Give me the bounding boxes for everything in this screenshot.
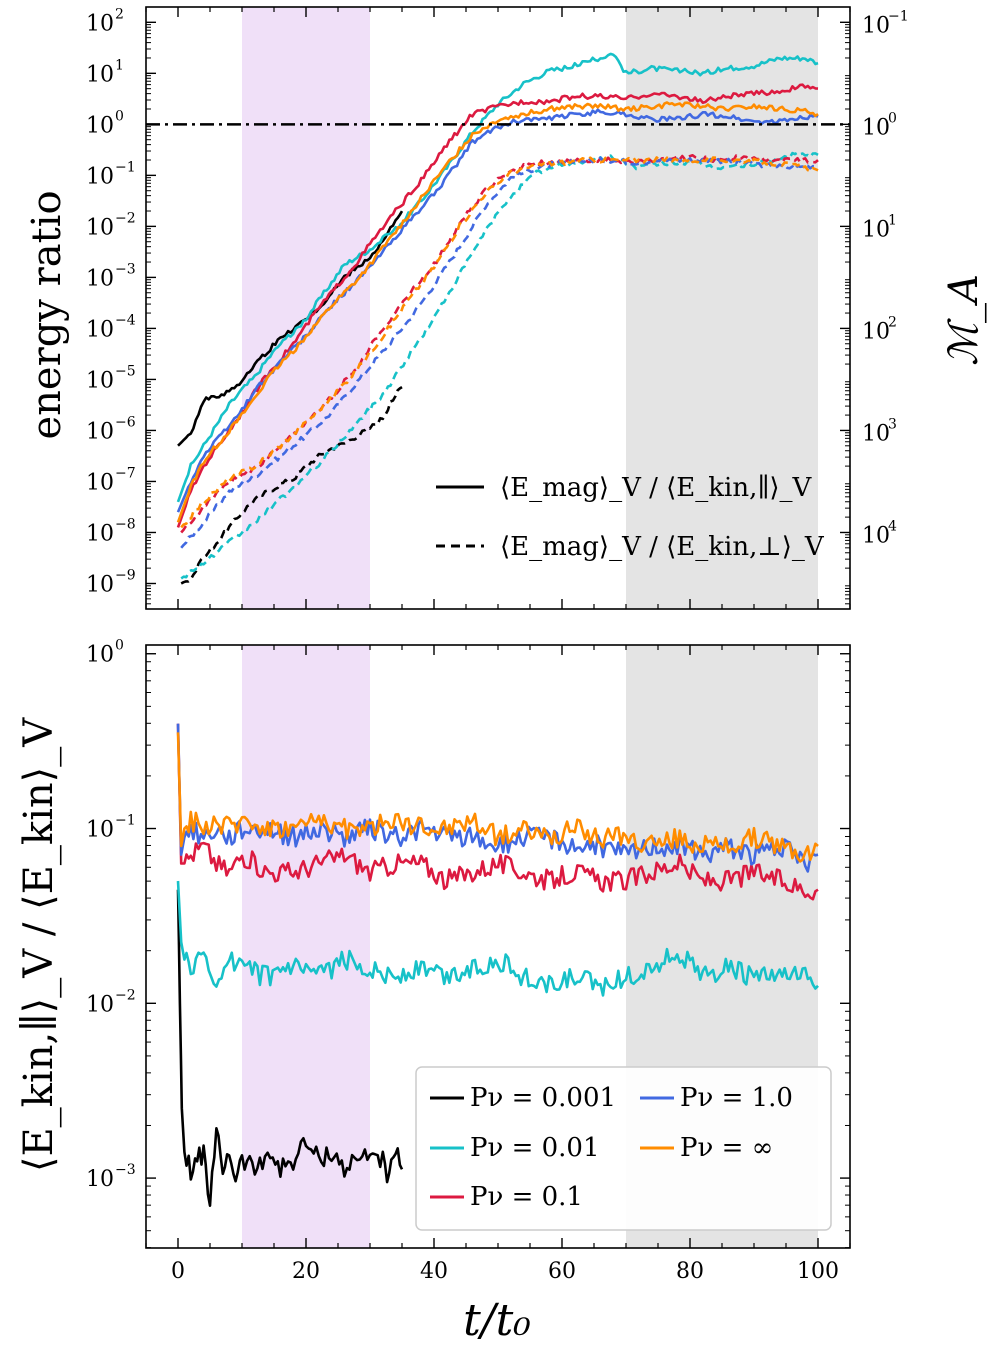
legend-label-0: Pν = 0.001 xyxy=(470,1083,616,1113)
series-line-1 xyxy=(180,385,403,585)
y-tick-label: 10 xyxy=(86,266,114,291)
right-tick-exponent: 1 xyxy=(888,212,897,228)
right-tick-label: 10 xyxy=(862,217,890,242)
top-axis-ticks: 10−910−810−710−610−510−410−310−210−110 01… xyxy=(86,6,851,609)
y-tick-label: 10 xyxy=(86,62,114,87)
x-tick-label: 0 xyxy=(171,1259,185,1284)
legend-label-2: Pν = 0.1 xyxy=(470,1182,583,1212)
y-tick-exponent: −2 xyxy=(115,987,136,1003)
top-series-lines xyxy=(176,52,819,585)
top-ylabel: energy ratio xyxy=(24,190,70,439)
y-tick-exponent: −7 xyxy=(115,465,136,481)
y-tick-exponent: 0 xyxy=(115,108,124,124)
x-tick-label: 60 xyxy=(548,1259,576,1284)
series-line-9 xyxy=(180,156,819,529)
y-tick-label: 10 xyxy=(86,419,114,444)
series-line-3 xyxy=(176,723,819,873)
y-tick-label: 10 xyxy=(86,643,114,668)
x-tick-label: 20 xyxy=(292,1259,320,1284)
bottom-legend: Pν = 0.001 Pν = 0.01 Pν = 0.1 Pν = 1.0 Pν = … xyxy=(415,1066,832,1231)
series-line-0 xyxy=(176,889,404,1207)
legend-label-1: Pν = 0.01 xyxy=(470,1133,600,1163)
y-tick-label: 10 xyxy=(86,470,114,495)
top-right-ylabel: ℳ_A xyxy=(941,274,987,366)
y-tick-exponent: −1 xyxy=(115,159,136,175)
right-tick-exponent: −1 xyxy=(888,8,909,24)
x-tick-label: 40 xyxy=(420,1259,448,1284)
y-tick-label: 10 xyxy=(86,11,114,36)
bottom-series-lines xyxy=(176,723,819,1207)
series-line-2 xyxy=(176,723,819,901)
right-tick-label: 10 xyxy=(862,523,890,548)
y-tick-label: 10 xyxy=(86,368,114,393)
legend-dashed-label: ⟨E_mag⟩_V / ⟨E_kin,⊥⟩_V xyxy=(500,532,825,562)
y-tick-label: 10 xyxy=(86,113,114,138)
legend-box xyxy=(415,1066,832,1231)
top-panel: 10−910−810−710−610−510−410−310−210−110 01… xyxy=(24,6,987,610)
right-tick-exponent: 0 xyxy=(888,110,897,126)
x-axis-label: t/t₀ xyxy=(463,1295,531,1346)
legend-label-3: Pν = 1.0 xyxy=(680,1083,793,1113)
series-line-3 xyxy=(180,151,819,580)
right-tick-exponent: 3 xyxy=(888,416,897,432)
x-tick-label: 80 xyxy=(676,1259,704,1284)
legend-solid-label: ⟨E_mag⟩_V / ⟨E_kin,∥⟩_V xyxy=(500,473,812,503)
y-tick-label: 10 xyxy=(86,521,114,546)
y-tick-label: 10 xyxy=(86,992,114,1017)
series-line-0 xyxy=(177,210,404,447)
bottom-ylabel: ⟨E_kin,∥⟩_V / ⟨E_kin⟩_V xyxy=(16,717,62,1172)
x-tick-label: 100 xyxy=(797,1259,839,1284)
y-tick-exponent: −3 xyxy=(115,1162,136,1178)
y-tick-exponent: −5 xyxy=(115,363,136,379)
y-tick-label: 10 xyxy=(86,1167,114,1192)
y-tick-label: 10 xyxy=(86,572,114,597)
series-line-4 xyxy=(176,83,819,528)
y-tick-exponent: −3 xyxy=(115,261,136,277)
series-line-1 xyxy=(176,880,819,997)
y-tick-exponent: 0 xyxy=(115,638,124,654)
right-tick-label: 10 xyxy=(862,319,890,344)
y-tick-exponent: 2 xyxy=(115,6,124,22)
legend-label-4: Pν = ∞ xyxy=(680,1133,773,1163)
y-tick-exponent: −6 xyxy=(115,414,136,430)
right-tick-label: 10 xyxy=(862,13,890,38)
y-tick-exponent: −4 xyxy=(115,312,136,328)
y-tick-label: 10 xyxy=(86,215,114,240)
top-legend: ⟨E_mag⟩_V / ⟨E_kin,∥⟩_V ⟨E_mag⟩_V / ⟨E_k… xyxy=(436,473,825,562)
shaded-region-0 xyxy=(242,7,370,609)
y-tick-label: 10 xyxy=(86,164,114,189)
y-tick-label: 10 xyxy=(86,317,114,342)
right-tick-label: 10 xyxy=(862,115,890,140)
y-tick-label: 10 xyxy=(86,818,114,843)
right-tick-exponent: 4 xyxy=(888,518,897,534)
y-tick-exponent: −1 xyxy=(115,813,136,829)
right-tick-exponent: 2 xyxy=(888,314,897,330)
y-tick-exponent: −8 xyxy=(115,516,136,532)
y-tick-exponent: −2 xyxy=(115,210,136,226)
series-line-8 xyxy=(176,101,819,523)
series-line-4 xyxy=(176,732,819,863)
y-tick-exponent: 1 xyxy=(115,57,124,73)
legend-entries: Pν = 0.001 Pν = 0.01 Pν = 0.1 Pν = 1.0 Pν = … xyxy=(430,1083,793,1212)
right-tick-label: 10 xyxy=(862,421,890,446)
y-tick-exponent: −9 xyxy=(115,567,136,583)
mach-alfven-label: ℳ_A xyxy=(941,274,987,366)
